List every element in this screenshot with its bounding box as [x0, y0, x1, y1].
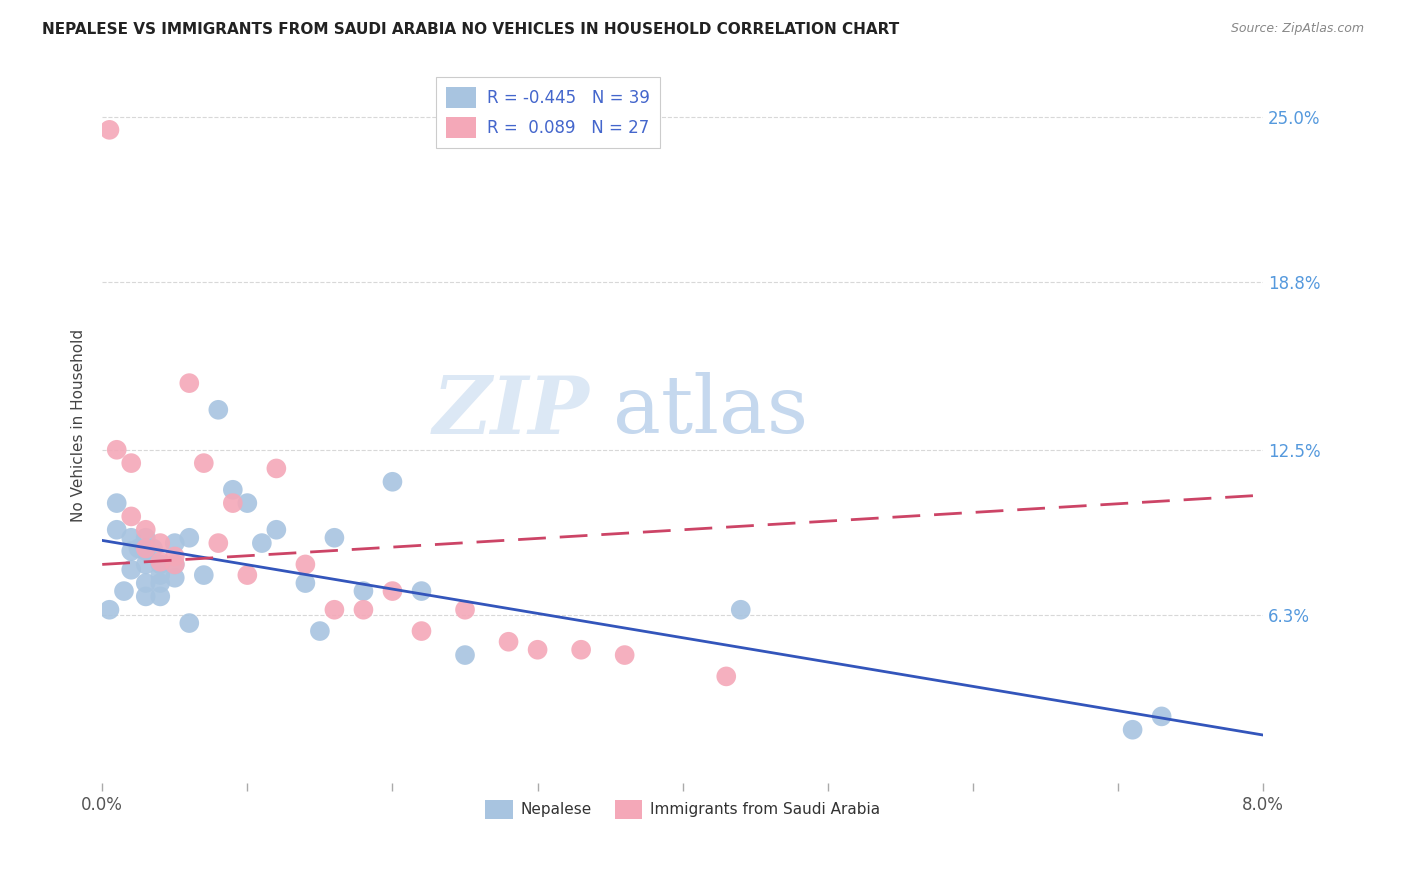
Point — [266, 523, 288, 537]
Text: Source: ZipAtlas.com: Source: ZipAtlas.com — [1230, 22, 1364, 36]
Point — [105, 496, 128, 510]
Point — [163, 558, 186, 572]
Point — [98, 123, 121, 137]
Point — [294, 576, 316, 591]
Point — [179, 531, 201, 545]
Point — [149, 536, 172, 550]
Point — [309, 624, 332, 638]
Point — [98, 603, 121, 617]
Point — [105, 442, 128, 457]
Point — [323, 603, 346, 617]
Point — [352, 584, 374, 599]
Point — [163, 536, 186, 550]
Point — [454, 603, 477, 617]
Point — [163, 549, 186, 564]
Point — [163, 571, 186, 585]
Point — [120, 509, 142, 524]
Point — [105, 523, 128, 537]
Legend: Nepalese, Immigrants from Saudi Arabia: Nepalese, Immigrants from Saudi Arabia — [479, 794, 886, 825]
Point — [135, 576, 157, 591]
Point — [149, 590, 172, 604]
Point — [149, 576, 172, 591]
Point — [207, 402, 229, 417]
Point — [142, 541, 165, 556]
Point — [163, 558, 186, 572]
Point — [179, 376, 201, 391]
Point — [222, 496, 245, 510]
Point — [135, 541, 157, 556]
Point — [1122, 723, 1144, 737]
Point — [120, 456, 142, 470]
Point — [135, 558, 157, 572]
Point — [716, 669, 738, 683]
Point — [730, 603, 752, 617]
Text: NEPALESE VS IMMIGRANTS FROM SAUDI ARABIA NO VEHICLES IN HOUSEHOLD CORRELATION CH: NEPALESE VS IMMIGRANTS FROM SAUDI ARABIA… — [42, 22, 900, 37]
Point — [120, 531, 142, 545]
Point — [236, 568, 259, 582]
Text: atlas: atlas — [613, 373, 808, 450]
Point — [149, 555, 172, 569]
Point — [266, 461, 288, 475]
Point — [352, 603, 374, 617]
Point — [193, 456, 215, 470]
Point — [250, 536, 273, 550]
Point — [193, 568, 215, 582]
Text: ZIP: ZIP — [433, 373, 591, 450]
Point — [128, 541, 150, 556]
Point — [149, 558, 172, 572]
Point — [135, 523, 157, 537]
Point — [112, 584, 135, 599]
Point — [498, 634, 520, 648]
Point — [526, 642, 548, 657]
Point — [381, 475, 404, 489]
Point — [149, 568, 172, 582]
Point — [207, 536, 229, 550]
Point — [411, 624, 433, 638]
Point — [381, 584, 404, 599]
Point — [236, 496, 259, 510]
Point — [222, 483, 245, 497]
Point — [454, 648, 477, 662]
Point — [411, 584, 433, 599]
Point — [294, 558, 316, 572]
Point — [135, 544, 157, 558]
Point — [120, 544, 142, 558]
Point — [135, 590, 157, 604]
Point — [135, 531, 157, 545]
Point — [323, 531, 346, 545]
Point — [120, 563, 142, 577]
Point — [1150, 709, 1173, 723]
Point — [613, 648, 636, 662]
Y-axis label: No Vehicles in Household: No Vehicles in Household — [72, 329, 86, 523]
Point — [569, 642, 592, 657]
Point — [179, 616, 201, 631]
